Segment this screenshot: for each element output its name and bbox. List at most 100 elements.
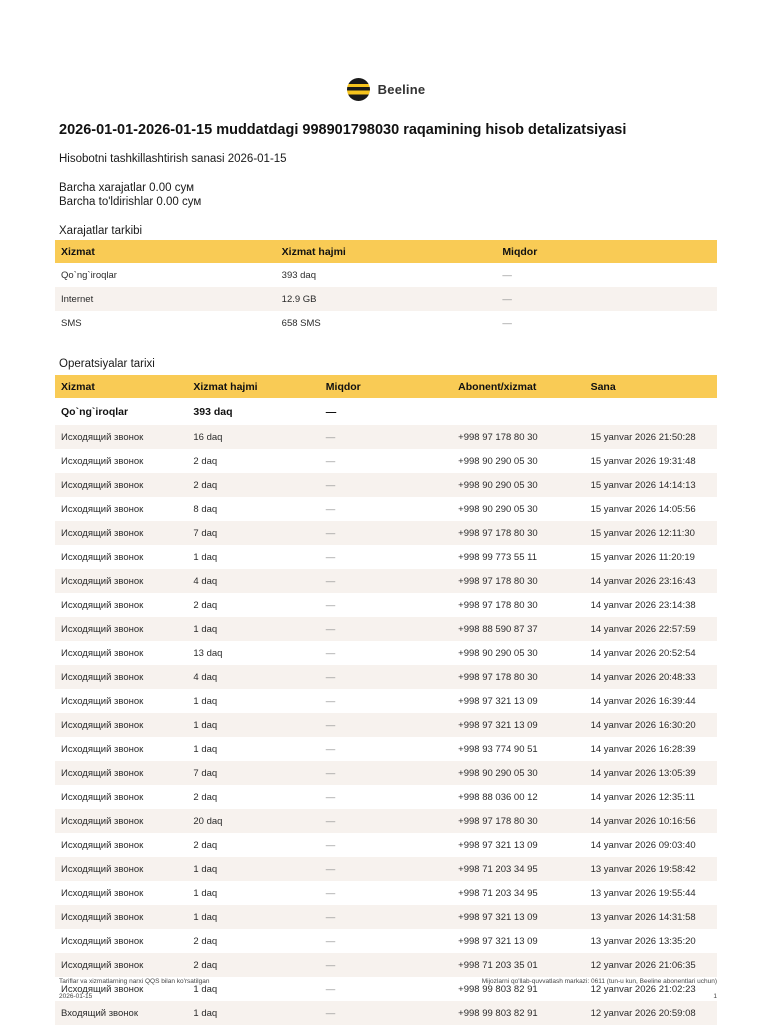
table-cell: —: [325, 672, 336, 683]
table-cell: Исходящий звонок: [61, 504, 144, 515]
table-cell: 14 yanvar 2026 16:30:20: [590, 720, 696, 731]
table-row: Исходящий звонок 4 daq — +998 97 178 80 30 1…: [55, 665, 717, 689]
table-cell: 13 yanvar 2026 19:58:42: [590, 864, 696, 875]
table-cell: 14 yanvar 2026 10:16:56: [590, 816, 696, 827]
table-cell: Исходящий звонок: [61, 840, 144, 851]
table-cell: —: [325, 864, 336, 875]
table-cell: +998 93 774 90 51: [458, 744, 538, 755]
table-row: Internet 12.9 GB —: [55, 287, 717, 311]
table-cell: 8 daq: [193, 504, 218, 515]
table-cell: —: [502, 318, 512, 329]
table-cell: 15 yanvar 2026 14:05:56: [590, 504, 696, 515]
table-row: Исходящий звонок 2 daq — +998 90 290 05 30 1…: [55, 473, 717, 497]
table-cell: Исходящий звонок: [61, 480, 144, 491]
expenses-table-body: Qo`ng`iroqlar 393 daq — Internet 12.9 GB — SMS…: [55, 263, 717, 335]
table-cell: Исходящий звонок: [61, 864, 144, 875]
column-header-xizmat-hajmi: Xizmat hajmi: [275, 240, 497, 263]
table-cell: Исходящий звонок: [61, 888, 144, 899]
table-cell: 393 daq: [193, 406, 233, 418]
table-cell: —: [325, 552, 336, 563]
table-row: Входящий звонок 1 daq — +998 99 803 82 91 12…: [55, 1001, 717, 1025]
column-header-abonent: Abonent/xizmat: [452, 375, 585, 398]
page-footer: Tariflar va xizmatlarning narxi QQS bila…: [59, 978, 717, 1000]
table-row: Исходящий звонок 2 daq — +998 90 290 05 30 1…: [55, 449, 717, 473]
table-cell: —: [325, 624, 336, 635]
table-row: Qo`ng`iroqlar 393 daq —: [55, 398, 717, 425]
table-cell: 15 yanvar 2026 12:11:30: [590, 528, 695, 539]
beeline-logo: Beeline: [55, 78, 717, 101]
table-cell: —: [325, 960, 336, 971]
table-cell: —: [325, 528, 336, 539]
column-header-miqdor: Miqdor: [496, 240, 717, 263]
table-cell: 658 SMS: [281, 318, 321, 329]
operations-section-heading: Operatsiyalar tarixi: [59, 358, 155, 370]
table-cell: —: [325, 696, 336, 707]
table-row: Исходящий звонок 1 daq — +998 71 203 34 95 1…: [55, 881, 717, 905]
table-cell: Исходящий звонок: [61, 648, 144, 659]
table-cell: —: [325, 504, 336, 515]
table-row: Исходящий звонок 16 daq — +998 97 178 80 30…: [55, 425, 717, 449]
table-row: Исходящий звонок 2 daq — +998 97 321 13 09 1…: [55, 929, 717, 953]
table-cell: 1 daq: [193, 984, 218, 995]
total-expenses-line: Barcha xarajatlar 0.00 сум: [59, 182, 194, 194]
table-cell: 2 daq: [193, 600, 218, 611]
table-cell: 14 yanvar 2026 12:35:11: [590, 792, 695, 803]
table-row: Исходящий звонок 1 daq — +998 97 321 13 09 1…: [55, 689, 717, 713]
table-cell: +998 99 773 55 11: [458, 552, 537, 563]
table-cell: 15 yanvar 2026 19:31:48: [590, 456, 696, 467]
table-cell: —: [325, 480, 336, 491]
column-header-xizmat-hajmi: Xizmat hajmi: [187, 375, 320, 398]
table-cell: +998 88 036 00 12: [458, 792, 538, 803]
table-cell: +998 97 321 13 09: [458, 936, 538, 947]
report-date-line: Hisobotni tashkillashtirish sanasi 2026-…: [59, 153, 287, 165]
expenses-table: Xizmat Xizmat hajmi Miqdor Qo`ng`iroqlar…: [55, 240, 717, 335]
table-row: Исходящий звонок 2 daq — +998 97 321 13 09 1…: [55, 833, 717, 857]
table-row: Исходящий звонок 7 daq — +998 90 290 05 30 1…: [55, 761, 717, 785]
table-row: Исходящий звонок 2 daq — +998 88 036 00 12 1…: [55, 785, 717, 809]
footer-left: Tariflar va xizmatlarning narxi QQS bila…: [59, 978, 209, 1000]
table-cell: 16 daq: [193, 432, 223, 443]
table-cell: —: [325, 648, 336, 659]
table-cell: 12 yanvar 2026 20:59:08: [590, 1008, 696, 1019]
table-cell: +998 90 290 05 30: [458, 480, 538, 491]
operations-table-header: Xizmat Xizmat hajmi Miqdor Abonent/xizma…: [55, 375, 717, 398]
table-cell: Исходящий звонок: [61, 936, 144, 947]
table-cell: +998 97 321 13 09: [458, 912, 538, 923]
column-header-sana: Sana: [584, 375, 717, 398]
table-cell: 1 daq: [193, 696, 218, 707]
table-cell: —: [325, 984, 336, 995]
column-header-xizmat: Xizmat: [55, 240, 276, 263]
table-cell: 20 daq: [193, 816, 223, 827]
table-cell: +998 97 178 80 30: [458, 528, 538, 539]
table-cell: —: [325, 792, 336, 803]
beeline-logo-icon: [346, 78, 370, 101]
table-cell: +998 99 803 82 91: [458, 1008, 538, 1019]
table-cell: 2 daq: [193, 792, 218, 803]
table-cell: Исходящий звонок: [61, 984, 144, 995]
table-cell: 1 daq: [193, 1008, 218, 1019]
table-row: Исходящий звонок 2 daq — +998 71 203 35 01 1…: [55, 953, 717, 977]
table-cell: 14 yanvar 2026 22:57:59: [590, 624, 696, 635]
table-cell: +998 71 203 34 95: [458, 864, 538, 875]
table-cell: +998 71 203 35 01: [458, 960, 538, 971]
table-row: Исходящий звонок 1 daq — +998 88 590 87 37 1…: [55, 617, 717, 641]
table-cell: 14 yanvar 2026 16:28:39: [590, 744, 696, 755]
footer-note: Tariflar va xizmatlarning narxi QQS bila…: [59, 978, 210, 985]
table-cell: —: [325, 840, 336, 851]
page-title: 2026-01-01-2026-01-15 muddatdagi 9989017…: [59, 122, 627, 138]
table-cell: Qo`ng`iroqlar: [61, 406, 129, 418]
footer-right: Mijozlarni qo'llab-quvvatlash markazi: 0…: [482, 978, 717, 1000]
table-cell: +998 97 178 80 30: [458, 816, 538, 827]
column-header-xizmat: Xizmat: [55, 375, 188, 398]
table-cell: 15 yanvar 2026 21:50:28: [590, 432, 696, 443]
table-cell: +998 97 178 80 30: [458, 576, 538, 587]
table-cell: —: [325, 912, 336, 923]
table-cell: —: [325, 406, 337, 418]
table-cell: 14 yanvar 2026 23:16:43: [590, 576, 696, 587]
table-cell: Internet: [61, 294, 94, 305]
table-cell: 1 daq: [193, 552, 218, 563]
operations-summary-body: Qo`ng`iroqlar 393 daq —: [55, 398, 717, 425]
header-row: Xizmat Xizmat hajmi Miqdor: [55, 240, 717, 263]
operations-table: Xizmat Xizmat hajmi Miqdor Abonent/xizma…: [55, 375, 717, 1025]
table-cell: +998 90 290 05 30: [458, 648, 538, 659]
